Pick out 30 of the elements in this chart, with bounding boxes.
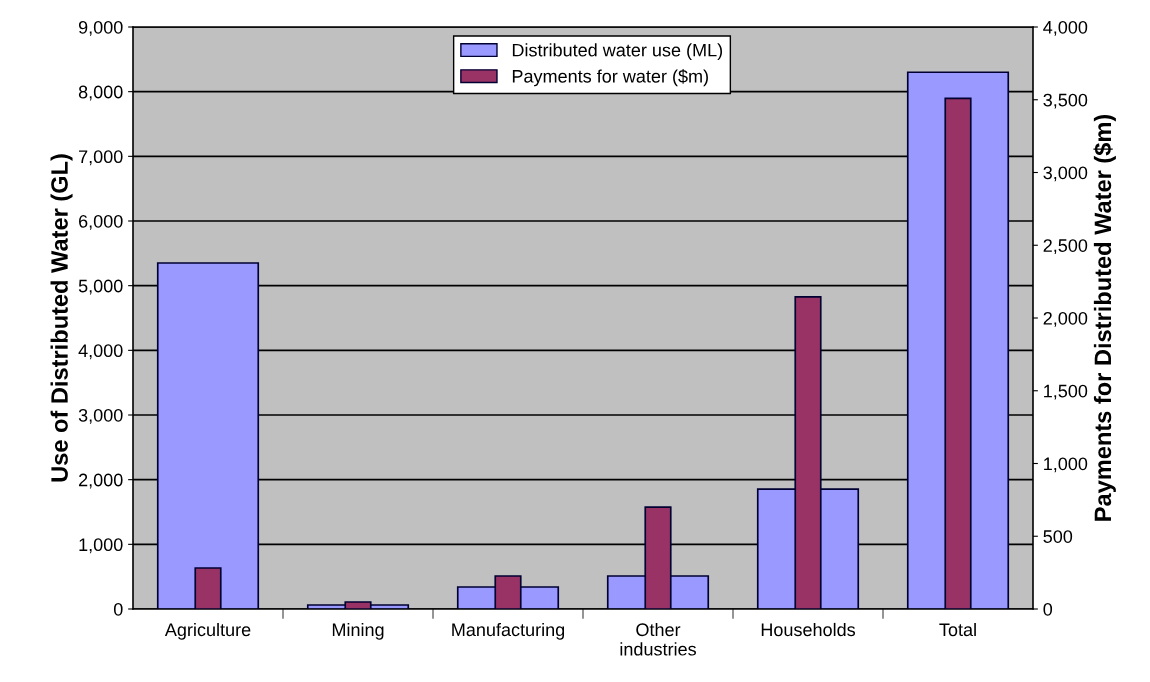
y-tick-label: 1,000 <box>79 538 123 554</box>
x-tick-label: Other industries <box>620 622 696 656</box>
y-tick-label: 8,000 <box>78 85 123 101</box>
y-tick-label: 6,000 <box>79 214 123 230</box>
y-tick-label: 5,000 <box>78 279 123 295</box>
y2-tick-label: 0 <box>1043 602 1053 616</box>
x-tick-label: Total <box>939 622 976 637</box>
x-tick-label: Agriculture <box>164 622 251 640</box>
y2-tick-label: 500 <box>1043 530 1073 543</box>
y2-tick-label: 3,000 <box>1043 166 1088 182</box>
y2-tick-label: 4,000 <box>1043 20 1088 36</box>
y2-tick-label: 1,500 <box>1044 384 1088 400</box>
y2-tick-label: 1,000 <box>1044 457 1088 473</box>
y-tick-label: 7,000 <box>79 150 123 166</box>
y-axis-title: Use of Distributed Water (GL) <box>50 154 73 482</box>
bar <box>156 262 260 609</box>
y2-tick-label: 2,500 <box>1043 239 1088 255</box>
y-tick-label: 4,000 <box>78 344 123 360</box>
y2-tick-label: 3,500 <box>1043 93 1088 109</box>
legend-label: Distributed water use (ML) <box>512 43 723 61</box>
legend-label: Payments for water ($m) <box>512 69 708 87</box>
x-tick-label: Households <box>761 622 856 637</box>
y2-axis-title: Payments for Distributed Water ($m) <box>1093 114 1116 521</box>
x-tick-label: Manufacturing <box>452 622 565 640</box>
y-tick-label: 3,000 <box>78 408 123 424</box>
y2-tick-label: 2,000 <box>1043 311 1088 327</box>
y-tick-label: 2,000 <box>79 473 123 489</box>
x-tick-label: Mining <box>332 622 384 640</box>
y-tick-label: 9,000 <box>78 20 123 36</box>
y-tick-label: 0 <box>113 602 123 616</box>
